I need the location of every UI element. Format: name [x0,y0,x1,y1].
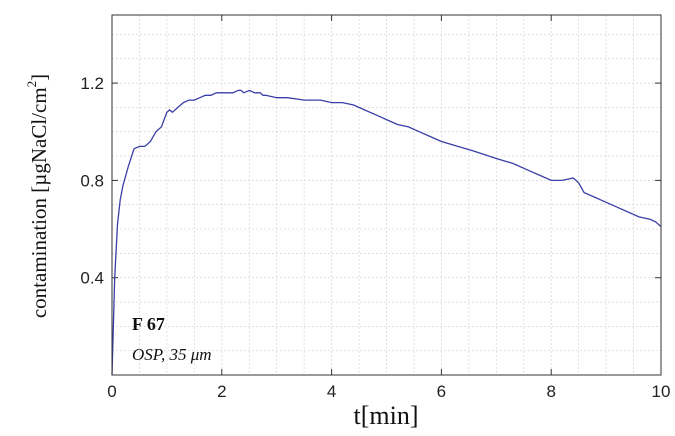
plot-frame [111,14,662,376]
series-line [111,89,662,376]
grid [112,15,661,375]
y-tick-label: 1.2 [80,74,104,93]
x-tick-label: 2 [217,382,226,401]
annotation-finish: OSP, 35 μm [132,345,212,364]
y-axis-label: contamination [µgNaCl/cm2] [24,74,51,318]
y-axis-label-close: ] [27,74,51,81]
series-layer [111,89,662,376]
x-axis-label: t[min] [354,401,419,430]
x-tick-label: 8 [546,382,555,401]
y-tick-label: 0.4 [80,269,104,288]
y-axis-label-main: contamination [µgNaCl/cm [27,87,51,318]
x-tick-label: 6 [437,382,446,401]
y-axis-label-superscript: 2 [24,81,39,88]
svg-text:contamination [µgNaCl/cm2]: contamination [µgNaCl/cm2] [24,74,51,318]
x-tick-label: 0 [107,382,116,401]
y-tick-label: 0.8 [80,171,104,190]
x-tick-label: 10 [652,382,671,401]
x-tick-label: 4 [327,382,336,401]
tick-labels: 0 2 4 6 8 10 0.4 0.8 1.2 [80,74,670,401]
annotation-sample-id: F 67 [132,314,165,334]
